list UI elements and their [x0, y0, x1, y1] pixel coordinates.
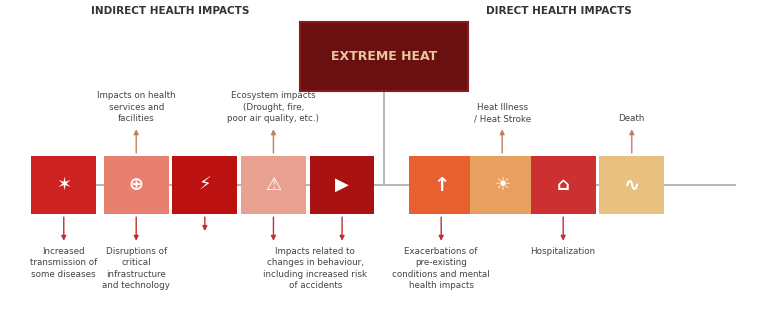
FancyBboxPatch shape: [531, 156, 595, 214]
Text: Impacts related to
changes in behaviour,
including increased risk
of accidents: Impacts related to changes in behaviour,…: [263, 247, 367, 290]
Text: Increased
transmission of
some diseases: Increased transmission of some diseases: [30, 247, 98, 279]
FancyBboxPatch shape: [241, 156, 306, 214]
Text: Impacts on health
services and
facilities: Impacts on health services and facilitie…: [97, 91, 176, 123]
Text: Disruptions of
critical
infrastructure
and technology: Disruptions of critical infrastructure a…: [102, 247, 170, 290]
FancyBboxPatch shape: [173, 156, 237, 214]
FancyBboxPatch shape: [470, 156, 535, 214]
Text: Hospitalization: Hospitalization: [531, 247, 596, 256]
Text: Death: Death: [618, 114, 645, 123]
Text: Heat Illness
/ Heat Stroke: Heat Illness / Heat Stroke: [474, 103, 531, 123]
FancyBboxPatch shape: [409, 156, 474, 214]
Text: Ecosystem impacts
(Drought, fire,
poor air quality, etc.): Ecosystem impacts (Drought, fire, poor a…: [227, 91, 319, 123]
Text: ↑: ↑: [433, 175, 449, 195]
Text: EXTREME HEAT: EXTREME HEAT: [331, 50, 437, 63]
FancyBboxPatch shape: [300, 22, 468, 91]
FancyBboxPatch shape: [31, 156, 96, 214]
Text: ⚡: ⚡: [198, 176, 211, 194]
Text: ⌂: ⌂: [557, 176, 570, 194]
Text: Exacerbations of
pre-existing
conditions and mental
health impacts: Exacerbations of pre-existing conditions…: [392, 247, 490, 290]
FancyBboxPatch shape: [599, 156, 664, 214]
FancyBboxPatch shape: [104, 156, 169, 214]
Text: ▶: ▶: [335, 176, 349, 194]
Text: ⊕: ⊕: [129, 176, 144, 194]
Text: ⚠: ⚠: [266, 176, 282, 194]
Text: ∿: ∿: [624, 175, 640, 195]
Text: ✶: ✶: [56, 176, 71, 194]
Text: INDIRECT HEALTH IMPACTS: INDIRECT HEALTH IMPACTS: [91, 6, 250, 16]
Text: ☀: ☀: [494, 176, 510, 194]
FancyBboxPatch shape: [310, 156, 375, 214]
Text: DIRECT HEALTH IMPACTS: DIRECT HEALTH IMPACTS: [486, 6, 632, 16]
